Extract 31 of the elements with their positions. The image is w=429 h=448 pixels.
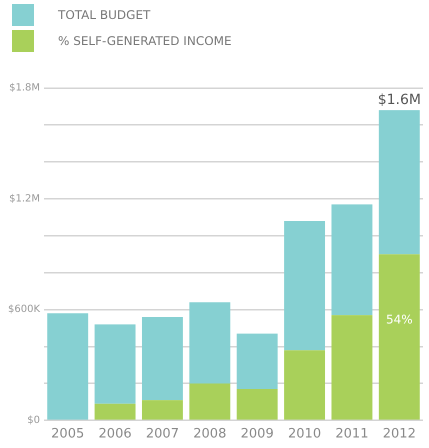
y-tick-label: $600K (8, 304, 40, 316)
y-tick-label: $0 (27, 414, 40, 426)
y-tick-label: $1.8M (9, 82, 40, 94)
bar (142, 400, 183, 420)
bar (378, 254, 420, 420)
bar (378, 110, 420, 254)
x-tick-label: 2009 (240, 426, 274, 442)
legend-label: % SELF-GENERATED INCOME (58, 34, 232, 48)
bar (47, 313, 88, 420)
bar (94, 404, 136, 420)
bar (236, 334, 278, 390)
x-tick-label: 2006 (98, 426, 132, 442)
bar (189, 383, 230, 420)
bar (284, 220, 326, 350)
x-tick-label: 2012 (382, 426, 416, 442)
x-tick-label: 2011 (335, 426, 368, 442)
x-tick-label: 2005 (51, 426, 84, 442)
annotation: $1.6M (378, 92, 421, 108)
bar (284, 350, 326, 420)
bar (331, 204, 372, 316)
bar (94, 324, 136, 404)
x-tick-label: 2010 (288, 426, 322, 442)
y-tick-label: $1.2M (9, 193, 40, 204)
x-tick-label: 2008 (193, 426, 226, 442)
bar (236, 389, 278, 420)
x-tick-label: 2007 (146, 426, 179, 442)
annotation: 54% (386, 312, 413, 327)
bar (142, 316, 183, 400)
legend-label: TOTAL BUDGET (58, 8, 150, 22)
bar (189, 302, 230, 384)
bar (331, 315, 372, 420)
